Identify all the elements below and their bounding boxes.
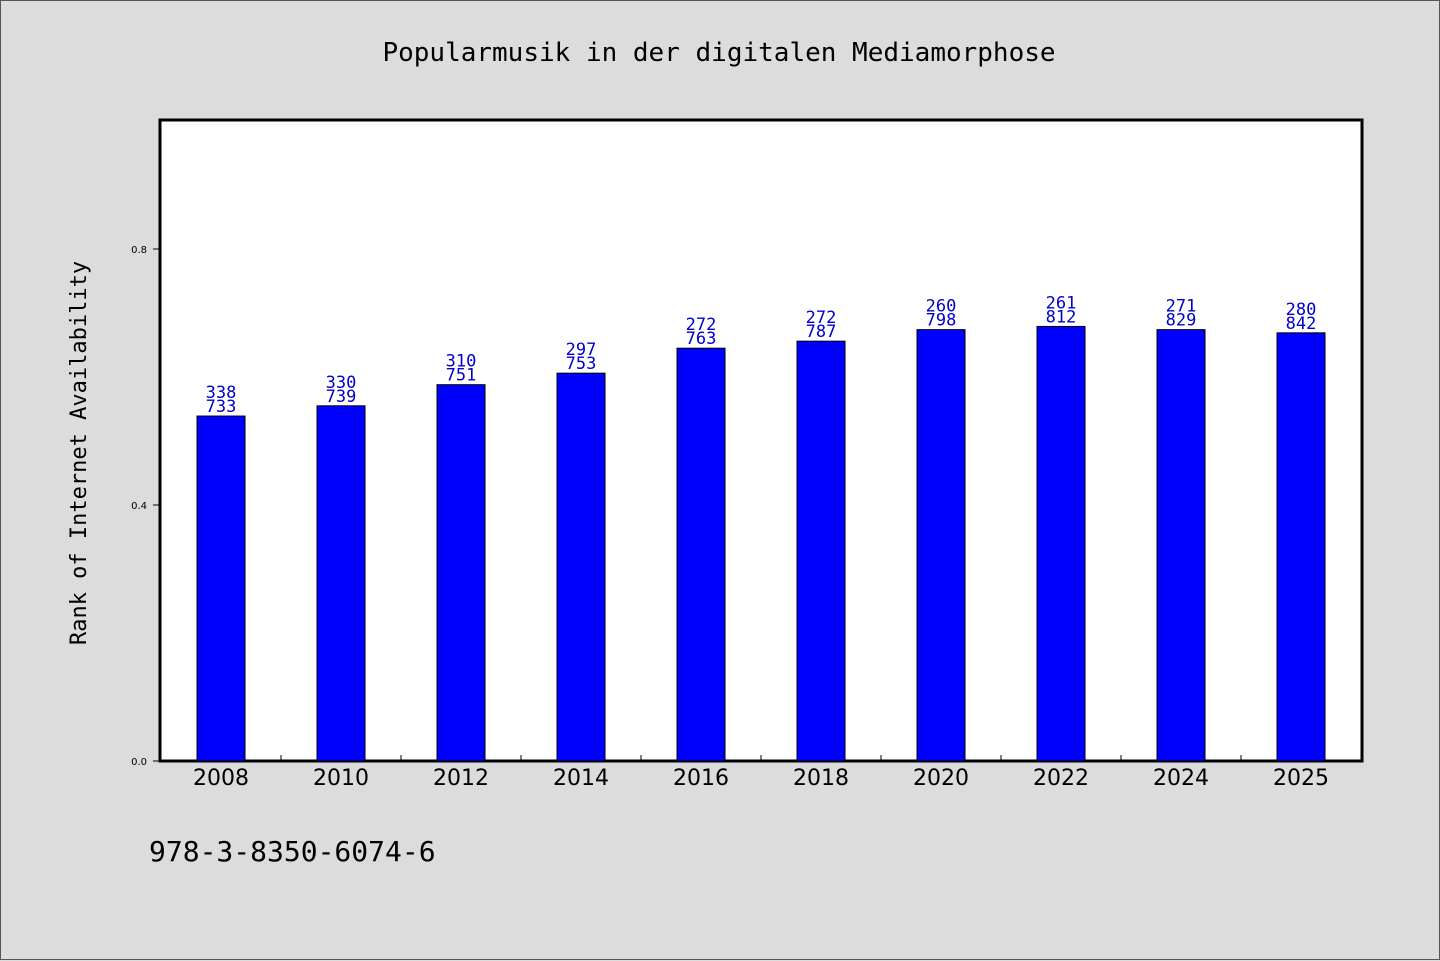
- bar-label-top: 338: [206, 383, 237, 403]
- bar-series: [196, 325, 1326, 762]
- x-tick-label: 2014: [553, 766, 609, 791]
- bar-label-top: 330: [326, 373, 357, 393]
- x-tick-label: 2010: [313, 766, 369, 791]
- x-tick-label: 2008: [193, 766, 249, 791]
- y-tick-label: 0.8: [131, 245, 147, 256]
- x-tick-label: 2024: [1153, 766, 1209, 791]
- bar-labels: 3387333307393107512977532727632727872607…: [206, 293, 1317, 417]
- bar: [916, 329, 966, 762]
- bar: [316, 405, 366, 762]
- bar-label-bottom: 753: [566, 354, 597, 374]
- bar-label-bottom: 763: [686, 329, 717, 349]
- bar: [556, 372, 606, 762]
- isbn-text: 978-3-8350-6074-6: [149, 835, 436, 868]
- x-tick-label: 2012: [433, 766, 489, 791]
- bar-label-top: 271: [1166, 297, 1197, 317]
- chart-title: Popularmusik in der digitalen Mediamorph…: [382, 38, 1055, 68]
- bar-label-bottom: 751: [446, 366, 477, 386]
- x-tick-label: 2025: [1273, 766, 1329, 791]
- bar: [1156, 329, 1206, 762]
- bar-label-bottom: 739: [326, 387, 357, 407]
- bar-label-top: 261: [1046, 293, 1077, 313]
- y-tick-label: 0.4: [131, 501, 147, 512]
- x-tick-label: 2022: [1033, 766, 1089, 791]
- bar: [1036, 325, 1086, 762]
- y-axis-label: Rank of Internet Availability: [67, 261, 92, 645]
- y-tick-label: 0.0: [131, 757, 147, 768]
- bar: [436, 384, 486, 762]
- bar: [796, 340, 846, 762]
- bar-label-bottom: 829: [1166, 311, 1197, 331]
- bar-label-top: 272: [686, 315, 717, 335]
- bar: [676, 347, 726, 762]
- bar-label-top: 280: [1286, 300, 1317, 320]
- x-tick-label: 2016: [673, 766, 729, 791]
- bar-label-bottom: 733: [206, 397, 237, 417]
- bar-label-bottom: 798: [926, 311, 957, 331]
- x-axis: 2008 2010 2012 2014 2016 2018 2020 2022 2024 2025: [193, 755, 1329, 791]
- bar: [1276, 332, 1326, 762]
- x-tick-label: 2020: [913, 766, 969, 791]
- x-tick-label: 2018: [793, 766, 849, 791]
- bar-label-top: 310: [446, 352, 477, 372]
- bar-label-top: 260: [926, 297, 957, 317]
- bar: [196, 415, 246, 762]
- bar-label-bottom: 812: [1046, 307, 1077, 327]
- bar-label-bottom: 842: [1286, 314, 1317, 334]
- bar-label-bottom: 787: [806, 322, 837, 342]
- y-axis: 0.0 0.4 0.8: [131, 245, 161, 768]
- bar-label-top: 297: [566, 340, 597, 360]
- bar-label-top: 272: [806, 308, 837, 328]
